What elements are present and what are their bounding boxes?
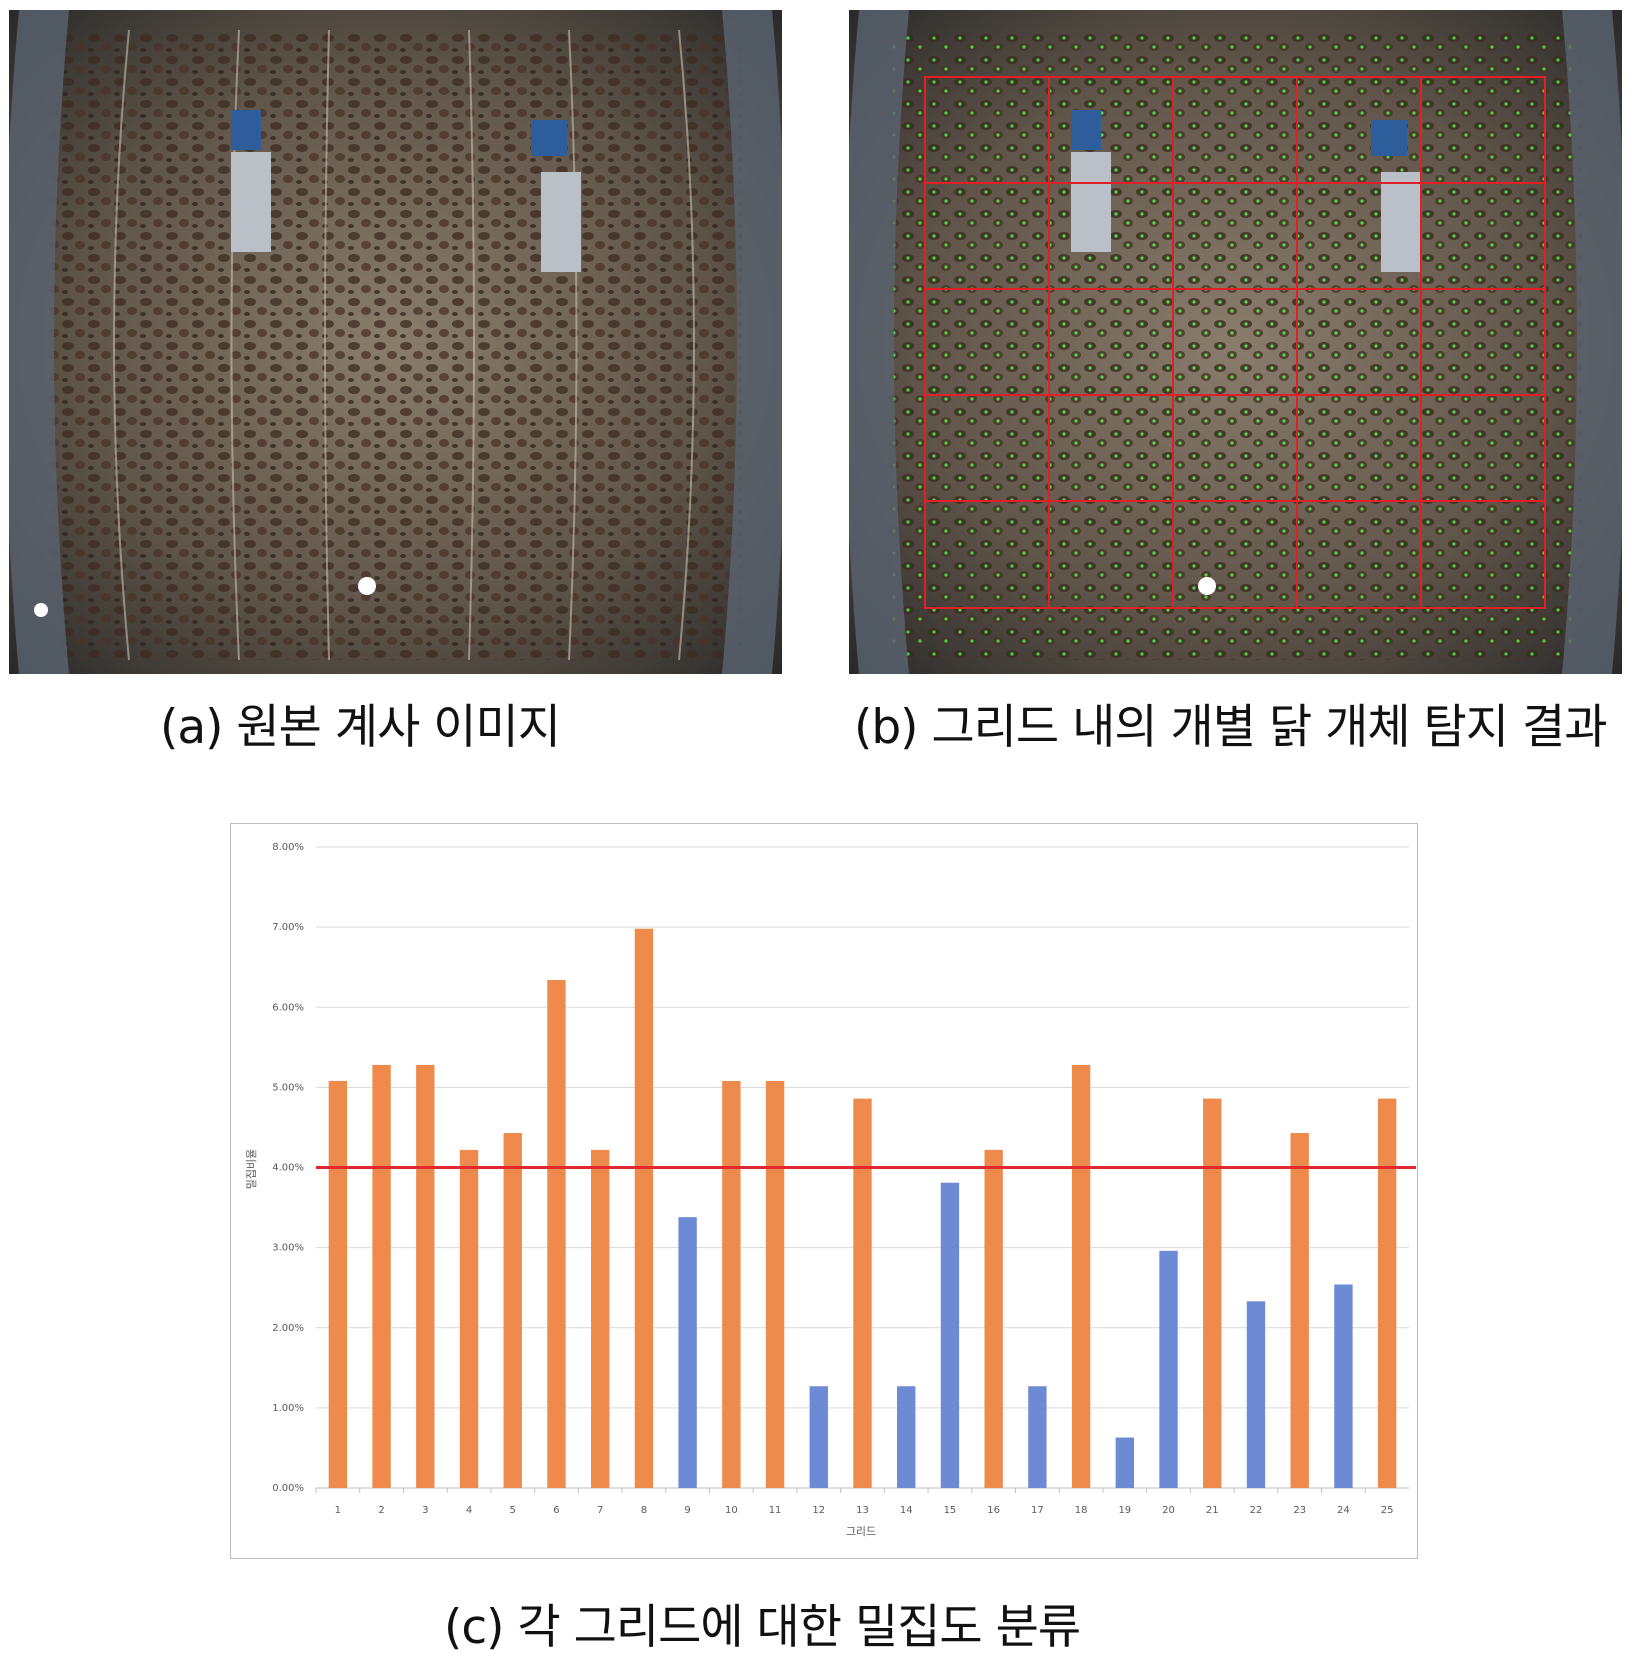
bar-grid-25 — [1377, 1098, 1397, 1488]
grid-overlay — [924, 76, 1546, 609]
bar-grid-5 — [503, 1133, 522, 1488]
x-tick-label: 13 — [856, 1505, 869, 1516]
bar-grid-6 — [547, 980, 566, 1488]
bar-grid-20 — [1159, 1250, 1178, 1488]
bar-grid-17 — [1028, 1386, 1047, 1488]
x-tick-label: 14 — [900, 1505, 913, 1516]
x-tick-label: 22 — [1250, 1505, 1263, 1516]
x-tick-label: 18 — [1075, 1505, 1088, 1516]
bar-grid-7 — [590, 1149, 610, 1488]
x-tick-label: 6 — [553, 1505, 559, 1516]
x-tick-label: 7 — [597, 1505, 603, 1516]
x-tick-label: 23 — [1293, 1505, 1306, 1516]
x-tick-label: 15 — [944, 1505, 957, 1516]
detection-result-image — [849, 10, 1622, 674]
bar-grid-1 — [328, 1080, 348, 1488]
bar-grid-16 — [984, 1149, 1003, 1488]
bar-grid-18 — [1071, 1064, 1091, 1488]
bar-grid-3 — [416, 1064, 435, 1488]
density-chart: 0.00% 1.00% 2.00% 3.00% 4.00% 5.00% 6.00% 7.00%… — [230, 823, 1418, 1559]
bar-grid-14 — [897, 1386, 916, 1488]
x-tick-label: 20 — [1162, 1505, 1175, 1516]
bar-grid-22 — [1246, 1301, 1266, 1488]
x-tick-label: 8 — [641, 1505, 647, 1516]
x-tick-label: 5 — [510, 1505, 516, 1516]
y-tick-label: 1.00% — [272, 1403, 304, 1414]
x-tick-label: 24 — [1337, 1505, 1350, 1516]
caption-c: (c) 각 그리드에 대한 밀집도 분류 — [444, 1600, 1081, 1655]
bar-grid-11 — [765, 1080, 785, 1488]
x-tick-label: 16 — [987, 1505, 1000, 1516]
bar-grid-4 — [459, 1149, 479, 1488]
bar-grid-9 — [678, 1217, 697, 1488]
y-tick-label: 3.00% — [272, 1243, 304, 1254]
x-tick-label: 17 — [1031, 1505, 1044, 1516]
y-tick-label: 8.00% — [272, 842, 304, 853]
x-tick-label: 10 — [725, 1505, 738, 1516]
bar-grid-15 — [940, 1182, 960, 1488]
bar-grid-23 — [1290, 1133, 1309, 1488]
x-tick-label: 19 — [1118, 1505, 1131, 1516]
bar-grid-2 — [372, 1064, 391, 1488]
y-tick-label: 0.00% — [272, 1483, 304, 1494]
y-tick-label: 2.00% — [272, 1323, 304, 1334]
x-tick-label: 3 — [422, 1505, 428, 1516]
y-tick-label: 5.00% — [272, 1082, 304, 1093]
caption-b: (b) 그리드 내의 개별 닭 개체 탐지 결과 — [854, 700, 1607, 755]
x-tick-label: 2 — [378, 1505, 384, 1516]
x-tick-label: 12 — [812, 1505, 825, 1516]
original-barn-image — [9, 10, 782, 674]
y-tick-label: 6.00% — [272, 1002, 304, 1013]
bar-grid-10 — [722, 1080, 741, 1488]
x-tick-label: 4 — [466, 1505, 472, 1516]
x-axis-title: 그리드 — [846, 1525, 876, 1538]
x-tick-label: 1 — [335, 1505, 341, 1516]
bar-grid-24 — [1334, 1284, 1353, 1488]
bar-grid-13 — [853, 1098, 872, 1488]
bar-grid-19 — [1115, 1437, 1135, 1488]
y-tick-label: 4.00% — [272, 1163, 304, 1174]
x-tick-label: 25 — [1381, 1505, 1394, 1516]
caption-a: (a) 원본 계사 이미지 — [160, 700, 561, 755]
x-tick-label: 21 — [1206, 1505, 1219, 1516]
y-axis-title: 밀집비율 — [245, 1149, 258, 1189]
y-tick-label: 7.00% — [272, 922, 304, 933]
x-tick-label: 11 — [769, 1505, 782, 1516]
bar-grid-21 — [1203, 1098, 1222, 1488]
x-tick-label: 9 — [684, 1505, 690, 1516]
bar-grid-12 — [809, 1386, 828, 1488]
bar-grid-8 — [634, 928, 654, 1488]
